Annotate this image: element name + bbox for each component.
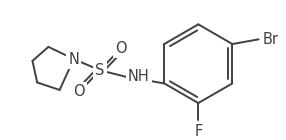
Text: N: N: [68, 52, 79, 66]
Text: S: S: [95, 63, 105, 78]
Text: Br: Br: [262, 32, 278, 47]
Text: F: F: [194, 124, 202, 139]
Text: O: O: [74, 84, 85, 99]
Text: O: O: [115, 41, 126, 56]
Text: NH: NH: [128, 69, 150, 84]
